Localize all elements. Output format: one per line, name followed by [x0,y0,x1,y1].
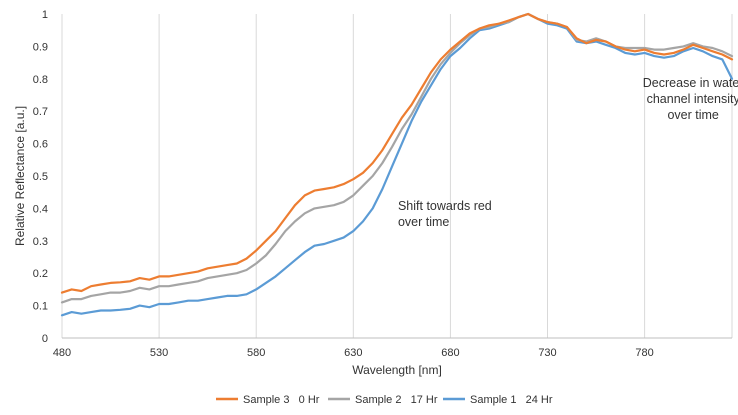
y-tick-label: 0 [42,333,48,345]
x-tick-label: 730 [538,347,556,359]
y-tick-label: 0.1 [33,301,48,313]
y-axis-title: Relative Reflectance [a.u.] [13,106,27,246]
y-tick-label: 0.3 [33,236,48,248]
x-tick-label: 530 [150,347,168,359]
y-tick-label: 0.5 [33,171,48,183]
x-tick-labels: 480 530 580 630 680 730 780 [53,347,654,359]
x-tick-label: 630 [344,347,362,359]
legend-label: Sample 1 24 Hr [470,394,553,406]
y-tick-label: 0.8 [33,74,48,86]
y-tick-labels: 0 0.1 0.2 0.3 0.4 0.5 0.6 0.7 0.8 0.9 1 [33,9,48,345]
x-axis-title: Wavelength [nm] [352,363,442,377]
vertical-gridlines [61,14,733,338]
y-tick-label: 0.7 [33,106,48,118]
annotation: Shift towards red over time [398,199,492,229]
x-tick-label: 580 [247,347,265,359]
x-tick-label: 480 [53,347,71,359]
series-lines [60,12,734,317]
y-tick-label: 0.2 [33,268,48,280]
y-tick-label: 1 [42,9,48,21]
annotations: Shift towards red over time Decrease in wa… [398,76,738,229]
legend-label: Sample 2 17 Hr [355,394,438,406]
series-line [60,12,734,294]
annotation: Decrease in water channel intensity over t… [643,76,738,122]
x-tick-label: 680 [441,347,459,359]
y-tick-label: 0.4 [33,203,48,215]
y-tick-label: 0.9 [33,41,48,53]
x-tick-label: 780 [635,347,653,359]
y-tick-label: 0.6 [33,139,48,151]
series-line [60,12,734,304]
series-line [60,12,734,317]
legend: Sample 3 0 Hr Sample 2 17 Hr Sample 1 24 H… [216,394,553,406]
legend-label: Sample 3 0 Hr [243,394,320,406]
